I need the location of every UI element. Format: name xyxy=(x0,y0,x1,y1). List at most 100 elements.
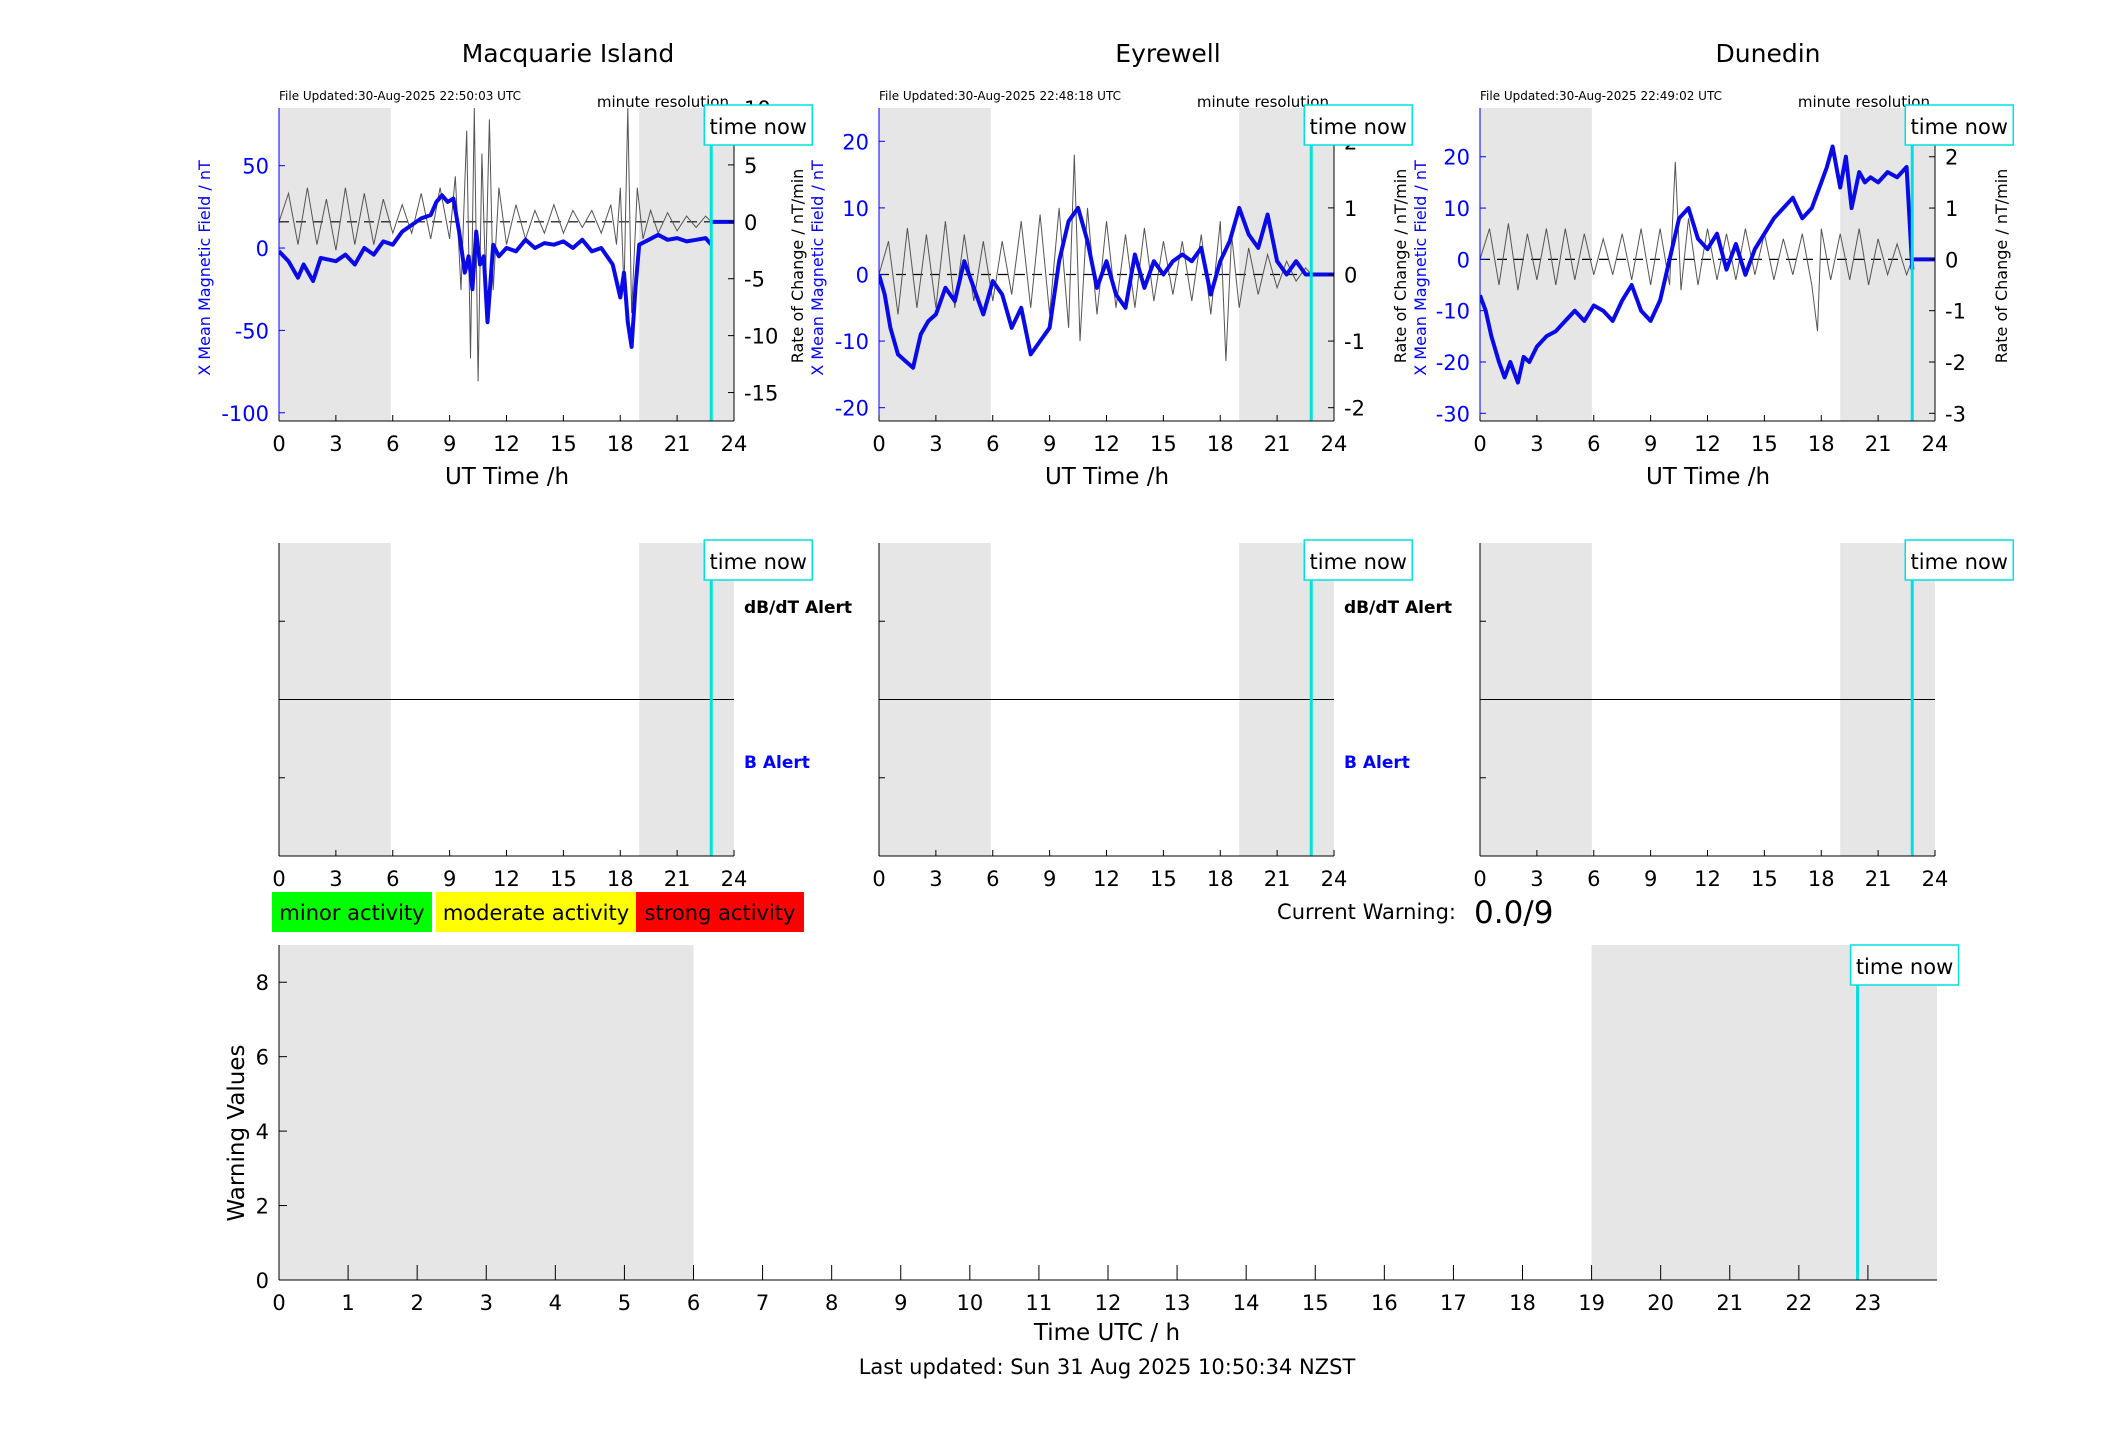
x-tick-label: 2 xyxy=(410,1291,423,1315)
x-tick-label: 18 xyxy=(1808,432,1835,456)
legend-moderate: moderate activity xyxy=(436,892,636,932)
x-tick-label: 11 xyxy=(1026,1291,1053,1315)
x-tick-label: 12 xyxy=(1095,1291,1122,1315)
x-tick-label: 15 xyxy=(1751,867,1778,891)
x-tick-label: 21 xyxy=(664,432,691,456)
rate-of-change-series xyxy=(1480,161,1913,332)
dbdt-alert-label: dB/dT Alert xyxy=(744,598,852,618)
x-tick-label: 3 xyxy=(1530,867,1543,891)
file-updated-dunedin: File Updated:30-Aug-2025 22:49:02 UTC xyxy=(1480,89,1722,103)
last-updated-footer: Last updated: Sun 31 Aug 2025 10:50:34 N… xyxy=(859,1355,1356,1379)
x-tick-label: 0 xyxy=(872,867,885,891)
x-tick-label: 0 xyxy=(1473,432,1486,456)
night-band-0 xyxy=(1480,108,1592,421)
left-tick-label: -100 xyxy=(221,402,269,426)
x-tick-label: 0 xyxy=(272,867,285,891)
x-tick-label: 24 xyxy=(1321,867,1348,891)
x-tick-label: 18 xyxy=(1207,432,1234,456)
left-tick-label: 0 xyxy=(256,237,269,261)
x-tick-label: 0 xyxy=(1473,867,1486,891)
right-tick-label: 0 xyxy=(744,211,757,235)
right-tick-label: 0 xyxy=(1344,263,1357,287)
x-tick-label: 12 xyxy=(1694,867,1721,891)
x-tick-label: 3 xyxy=(329,867,342,891)
time-now-box xyxy=(1303,104,1413,146)
night-band-1 xyxy=(1591,945,1937,1280)
x-tick-label: 4 xyxy=(549,1291,562,1315)
x-tick-label: 21 xyxy=(1264,867,1291,891)
x-tick-label: 3 xyxy=(929,867,942,891)
current-warning-label: Current Warning: xyxy=(1277,900,1456,924)
x-tick-label: 18 xyxy=(607,867,634,891)
x-tick-label: 12 xyxy=(493,867,520,891)
station-title-eyrewell: Eyrewell xyxy=(1115,39,1220,68)
x-tick-label: 15 xyxy=(550,867,577,891)
file-updated-macquarie: File Updated:30-Aug-2025 22:50:03 UTC xyxy=(279,89,521,103)
left-tick-label: 0 xyxy=(856,263,869,287)
right-tick-label: -1 xyxy=(1945,300,1966,324)
x-tick-label: 16 xyxy=(1371,1291,1398,1315)
x-tick-label: 6 xyxy=(986,867,999,891)
x-tick-label: 24 xyxy=(1922,432,1949,456)
left-tick-label: 20 xyxy=(842,130,869,154)
left-tick-label: 10 xyxy=(842,197,869,221)
left-tick-label: -10 xyxy=(1436,300,1470,324)
left-tick-label: 50 xyxy=(242,155,269,179)
night-band-0 xyxy=(879,108,991,421)
x-tick-label: 1 xyxy=(341,1291,354,1315)
x-tick-label: 8 xyxy=(825,1291,838,1315)
night-band-0 xyxy=(279,108,391,421)
y-tick-label: 0 xyxy=(256,1269,269,1293)
rate-of-change-series xyxy=(279,108,712,382)
x-tick-label: 15 xyxy=(1751,432,1778,456)
xlabel-dunedin: UT Time /h xyxy=(1646,464,1770,490)
x-tick-label: 6 xyxy=(1587,432,1600,456)
time-now-label: time now xyxy=(1310,550,1407,574)
x-tick-label: 7 xyxy=(756,1291,769,1315)
file-updated-eyrewell: File Updated:30-Aug-2025 22:48:18 UTC xyxy=(879,89,1121,103)
night-band-0 xyxy=(279,945,694,1280)
x-tick-label: 21 xyxy=(1716,1291,1743,1315)
right-tick-label: -1 xyxy=(1344,330,1365,354)
x-tick-label: 15 xyxy=(1150,867,1177,891)
time-now-label: time now xyxy=(710,550,807,574)
x-tick-label: 12 xyxy=(493,432,520,456)
x-tick-label: 9 xyxy=(1043,432,1056,456)
x-tick-label: 18 xyxy=(1207,867,1234,891)
time-now-box xyxy=(1303,539,1413,581)
x-tick-label: 15 xyxy=(550,432,577,456)
magnetic-panel-macquarie: 03691215182124500-50-1001050-5-10-15time… xyxy=(221,97,813,456)
x-tick-label: 6 xyxy=(687,1291,700,1315)
b-alert-label: B Alert xyxy=(1344,753,1410,773)
warning-xlabel: Time UTC / h xyxy=(1033,1320,1180,1346)
x-tick-label: 12 xyxy=(1093,432,1120,456)
right-tick-label: -2 xyxy=(1945,351,1966,375)
x-tick-label: 18 xyxy=(1509,1291,1536,1315)
right-ylabel-macquarie: Rate of Change / nT/min xyxy=(788,169,807,364)
rate-of-change-series xyxy=(879,154,1312,362)
right-tick-label: -2 xyxy=(1344,397,1365,421)
x-tick-label: 6 xyxy=(386,432,399,456)
time-now-label: time now xyxy=(1911,550,2008,574)
left-tick-label: -10 xyxy=(835,330,869,354)
x-tick-label: 19 xyxy=(1578,1291,1605,1315)
x-tick-label: 0 xyxy=(272,1291,285,1315)
x-tick-label: 12 xyxy=(1694,432,1721,456)
x-tick-label: 18 xyxy=(607,432,634,456)
right-tick-label: -15 xyxy=(744,382,778,406)
xlabel-macquarie: UT Time /h xyxy=(445,464,569,490)
resolution-label-dunedin: minute resolution xyxy=(1798,93,1930,111)
right-tick-label: -5 xyxy=(744,268,765,292)
x-tick-label: 3 xyxy=(329,432,342,456)
x-tick-label: 24 xyxy=(721,867,748,891)
legend-moderate-swatch xyxy=(436,892,636,932)
left-tick-label: -20 xyxy=(835,397,869,421)
warning-ylabel: Warning Values xyxy=(224,1044,250,1221)
left-tick-label: -30 xyxy=(1436,402,1470,426)
right-ylabel-eyrewell: Rate of Change / nT/min xyxy=(1391,169,1410,364)
left-ylabel-eyrewell: X Mean Magnetic Field / nT xyxy=(808,160,827,376)
legend-moderate-label: moderate activity xyxy=(443,901,629,925)
x-tick-label: 24 xyxy=(1922,867,1949,891)
x-tick-label: 3 xyxy=(1530,432,1543,456)
left-ylabel-macquarie: X Mean Magnetic Field / nT xyxy=(195,160,214,376)
